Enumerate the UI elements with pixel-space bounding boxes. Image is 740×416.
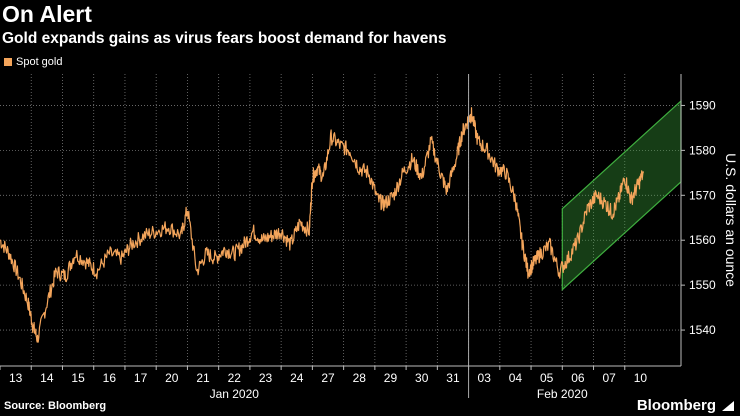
x-tick-label: 31 bbox=[446, 371, 460, 385]
chart-title: On Alert bbox=[2, 1, 92, 27]
legend-label: Spot gold bbox=[16, 56, 63, 68]
month-label: Jan 2020 bbox=[210, 387, 260, 401]
brand-mark-icon bbox=[722, 401, 734, 411]
x-tick-label: 23 bbox=[259, 371, 273, 385]
x-tick-label: 22 bbox=[228, 371, 242, 385]
trend-channel bbox=[561, 99, 682, 291]
x-tick-label: 14 bbox=[40, 371, 54, 385]
source-note: Source: Bloomberg bbox=[4, 400, 107, 412]
x-tick-label: 16 bbox=[103, 371, 117, 385]
series-layer bbox=[0, 107, 645, 343]
x-tick-label: 29 bbox=[384, 371, 398, 385]
month-label: Feb 2020 bbox=[537, 387, 588, 401]
y-tick-label: 1570 bbox=[689, 188, 716, 202]
y-tick-label: 1550 bbox=[689, 278, 716, 292]
y-tick-label: 1590 bbox=[689, 98, 716, 112]
x-tick-label: 10 bbox=[634, 371, 648, 385]
y-axis-title: U.S. dollars an ounce bbox=[723, 153, 739, 287]
x-tick-label: 07 bbox=[602, 371, 616, 385]
x-tick-label: 28 bbox=[353, 371, 367, 385]
x-tick-label: 05 bbox=[540, 371, 554, 385]
x-tick-label: 30 bbox=[415, 371, 429, 385]
x-tick-label: 03 bbox=[478, 371, 492, 385]
axis-labels: 1540 1550 1560 1570 1580 1590 13 14 15 16 17 20 21 22… bbox=[9, 98, 739, 401]
y-tick-label: 1560 bbox=[689, 233, 716, 247]
axes bbox=[0, 74, 685, 398]
x-tick-label: 27 bbox=[321, 371, 335, 385]
y-tick-label: 1580 bbox=[689, 143, 716, 157]
legend: Spot gold bbox=[4, 56, 62, 68]
x-tick-label: 04 bbox=[509, 371, 523, 385]
x-tick-label: 15 bbox=[71, 371, 85, 385]
legend-swatch bbox=[4, 58, 12, 66]
x-tick-label: 13 bbox=[9, 371, 23, 385]
x-tick-label: 24 bbox=[290, 371, 304, 385]
x-tick-label: 20 bbox=[165, 371, 179, 385]
brand-logo-text: Bloomberg bbox=[636, 397, 716, 414]
x-tick-label: 17 bbox=[134, 371, 148, 385]
series-line-spot-gold bbox=[0, 107, 645, 343]
y-tick-label: 1540 bbox=[689, 323, 716, 337]
x-tick-label: 21 bbox=[196, 371, 210, 385]
trend-channel-layer bbox=[561, 99, 682, 291]
chart-subtitle: Gold expands gains as virus fears boost … bbox=[2, 30, 447, 47]
x-tick-label: 06 bbox=[571, 371, 585, 385]
gridlines bbox=[0, 74, 681, 366]
